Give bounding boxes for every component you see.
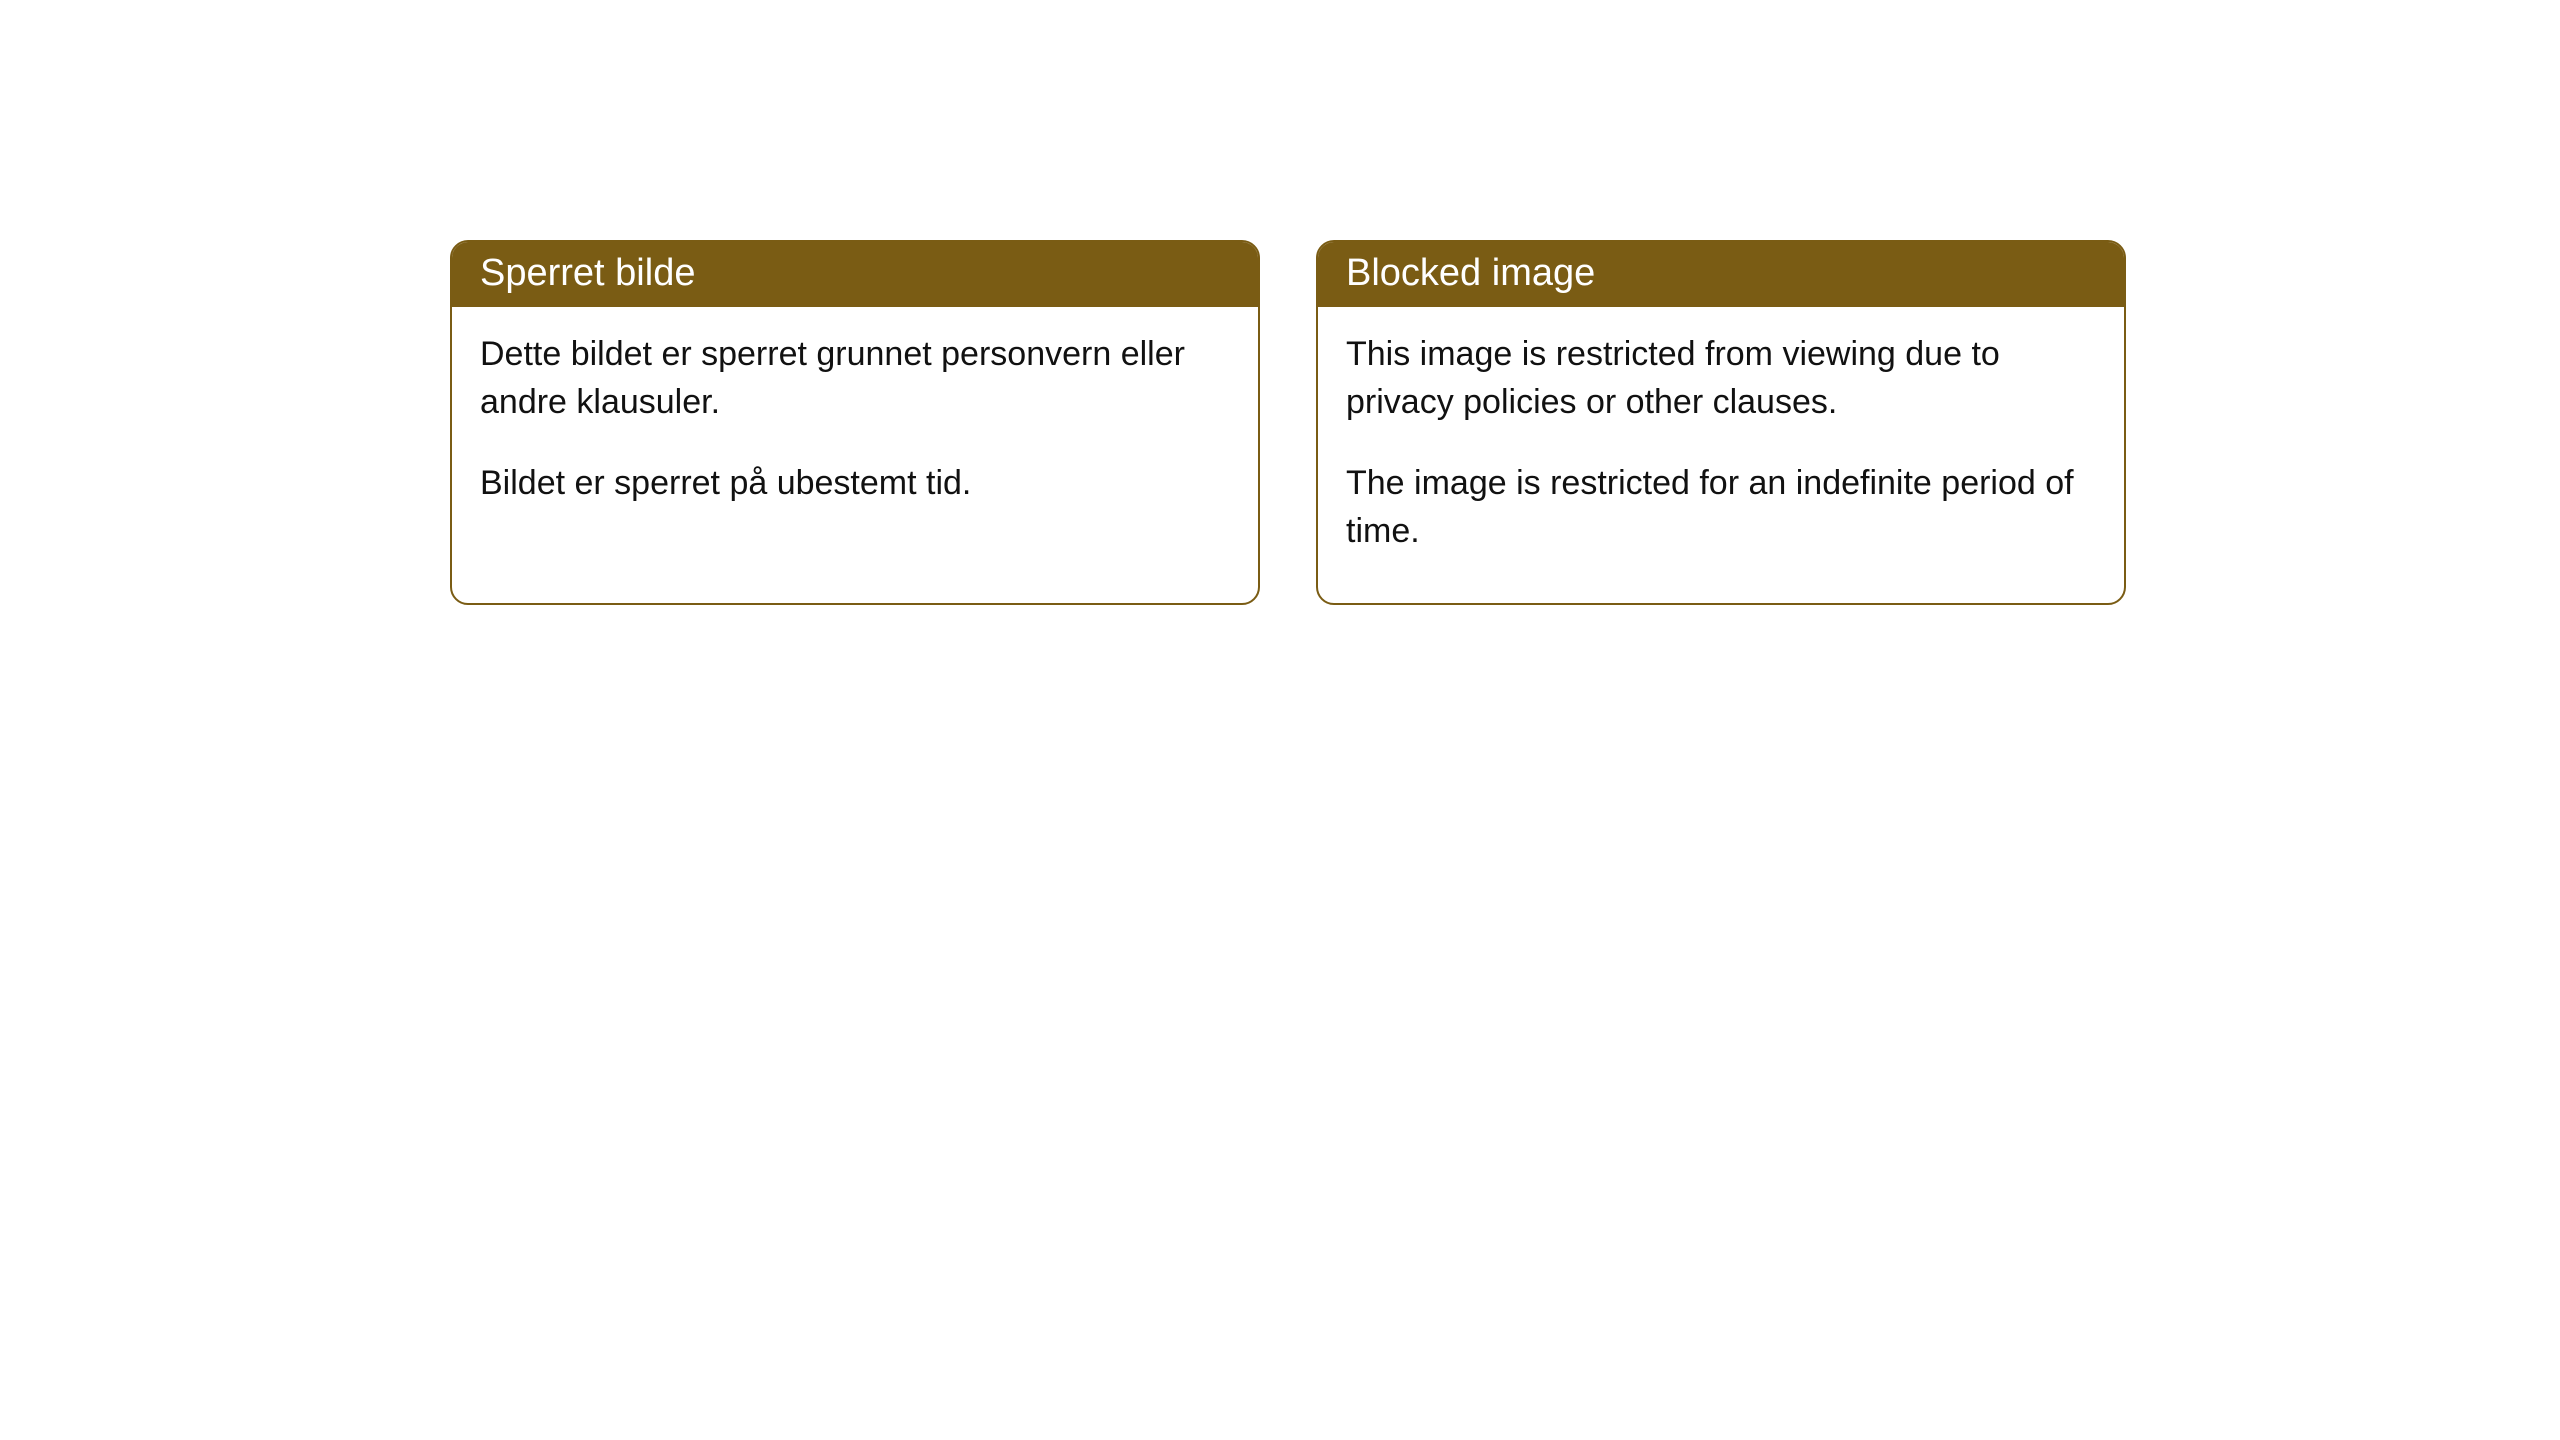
card-paragraph2-no: Bildet er sperret på ubestemt tid. — [480, 460, 1230, 508]
card-body-no: Dette bildet er sperret grunnet personve… — [452, 307, 1258, 556]
card-header-no: Sperret bilde — [452, 242, 1258, 307]
card-paragraph2-en: The image is restricted for an indefinit… — [1346, 460, 2096, 555]
card-header-en: Blocked image — [1318, 242, 2124, 307]
blocked-image-card-en: Blocked image This image is restricted f… — [1316, 240, 2126, 605]
card-paragraph1-no: Dette bildet er sperret grunnet personve… — [480, 331, 1230, 426]
card-title-no: Sperret bilde — [480, 252, 695, 294]
cards-container: Sperret bilde Dette bildet er sperret gr… — [450, 240, 2126, 605]
card-title-en: Blocked image — [1346, 252, 1595, 294]
card-paragraph1-en: This image is restricted from viewing du… — [1346, 331, 2096, 426]
blocked-image-card-no: Sperret bilde Dette bildet er sperret gr… — [450, 240, 1260, 605]
card-body-en: This image is restricted from viewing du… — [1318, 307, 2124, 603]
